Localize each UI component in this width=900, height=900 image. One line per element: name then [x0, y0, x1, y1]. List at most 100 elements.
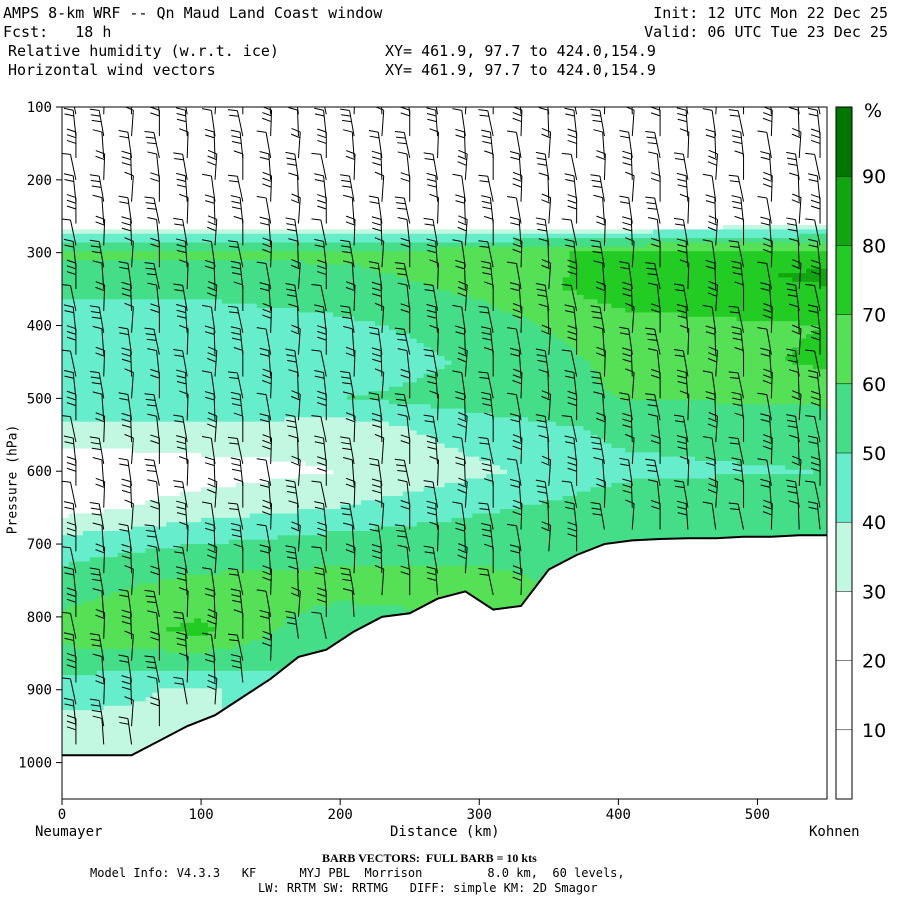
rh-cell	[145, 347, 154, 353]
rh-cell	[277, 395, 286, 401]
rh-cell	[228, 238, 237, 244]
rh-cell	[131, 662, 140, 668]
rh-cell	[187, 338, 195, 344]
rh-cell	[159, 500, 167, 506]
rh-cell	[145, 662, 154, 668]
rh-cell	[103, 692, 112, 698]
rh-cell	[256, 347, 265, 353]
rh-cell	[270, 343, 279, 348]
rh-cell	[89, 653, 98, 659]
rh-cell	[221, 552, 230, 558]
rh-cell	[173, 364, 181, 370]
rh-cell	[166, 648, 174, 654]
rh-cell	[194, 710, 202, 716]
rh-cell	[256, 364, 265, 370]
rh-cell	[270, 308, 279, 314]
rh-cell	[215, 613, 223, 619]
rh-cell	[263, 229, 272, 235]
rh-cell	[208, 434, 216, 440]
rh-cell	[256, 583, 265, 589]
rh-cell	[187, 377, 195, 383]
rh-cell	[284, 447, 293, 453]
rh-cell	[256, 552, 265, 558]
rh-cell	[215, 329, 223, 335]
rh-cell	[228, 618, 237, 624]
rh-cell	[291, 439, 300, 445]
rh-cell	[235, 329, 244, 335]
rh-cell	[291, 246, 300, 252]
rh-cell	[131, 592, 140, 598]
rh-cell	[75, 347, 84, 353]
rh-cell	[68, 364, 77, 370]
rh-cell	[256, 500, 265, 506]
rh-cell	[103, 299, 112, 305]
rh-cell	[312, 622, 320, 628]
rh-cell	[221, 377, 230, 383]
rh-cell	[305, 334, 313, 340]
rh-cell	[201, 281, 209, 287]
rh-cell	[284, 242, 293, 248]
rh-cell	[110, 281, 119, 287]
rh-cell	[333, 399, 341, 405]
rh-cell	[145, 299, 154, 305]
rh-cell	[82, 316, 91, 322]
rh-cell	[298, 229, 307, 235]
rh-cell	[124, 727, 133, 733]
rh-cell	[242, 618, 251, 624]
rh-cell	[194, 552, 202, 558]
rh-cell	[298, 447, 307, 453]
rh-cell	[180, 535, 188, 541]
rh-cell	[166, 268, 174, 274]
rh-cell	[277, 325, 286, 331]
rh-cell	[284, 522, 293, 528]
rh-cell	[235, 377, 244, 383]
rh-cell	[159, 426, 167, 432]
rh-cell	[215, 535, 223, 541]
rh-cell	[180, 316, 188, 322]
rh-cell	[291, 325, 300, 331]
rh-cell	[256, 565, 265, 571]
rh-cell	[333, 592, 341, 598]
rh-cell	[103, 434, 112, 440]
rh-cell	[215, 259, 223, 265]
rh-cell	[124, 259, 133, 265]
rh-cell	[319, 246, 327, 252]
rh-cell	[256, 539, 265, 545]
rh-cell	[75, 627, 84, 633]
rh-cell	[89, 377, 98, 383]
rh-cell	[159, 609, 167, 615]
rh-cell	[117, 565, 126, 571]
rh-cell	[124, 692, 133, 698]
rh-cell	[68, 233, 77, 239]
rh-cell	[194, 526, 202, 532]
rh-cell	[131, 565, 140, 571]
rh-cell	[173, 325, 181, 331]
rh-cell	[145, 513, 154, 519]
rh-cell	[62, 391, 70, 397]
rh-cell	[124, 522, 133, 528]
rh-cell	[340, 268, 348, 274]
rh-cell	[333, 491, 341, 497]
rh-cell	[138, 373, 147, 379]
rh-cell	[194, 329, 202, 335]
rh-cell	[82, 705, 91, 711]
rh-cell	[305, 609, 313, 615]
rh-cell	[270, 273, 279, 279]
rh-cell	[305, 321, 313, 327]
rh-cell	[82, 377, 91, 383]
rh-cell	[242, 430, 251, 436]
rh-cell	[103, 609, 112, 615]
rh-cell	[333, 325, 341, 331]
rh-cell	[291, 421, 300, 427]
rh-cell	[242, 592, 251, 598]
rh-cell	[333, 570, 341, 576]
rh-cell	[235, 517, 244, 523]
rh-cell	[103, 386, 112, 392]
rh-cell	[145, 360, 154, 366]
rh-cell	[103, 347, 112, 353]
rh-cell	[270, 561, 279, 567]
rh-cell	[96, 544, 105, 550]
rh-cell	[228, 434, 237, 440]
rh-cell	[298, 412, 307, 418]
rh-cell	[284, 329, 293, 335]
